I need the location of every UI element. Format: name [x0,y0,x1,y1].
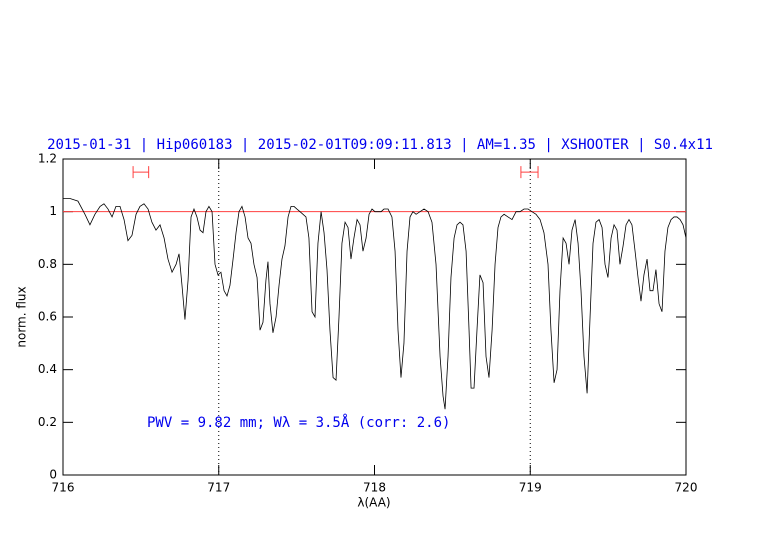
x-axis-label: λ(AA) [357,496,390,510]
x-tick-label: 716 [52,481,75,495]
y-axis-label: norm. flux [15,286,29,347]
y-tick-label: 1 [49,204,57,218]
y-tick-label: 0.6 [38,310,57,324]
interval-marker [520,166,539,179]
chart-title: 2015-01-31 | Hip060183 | 2015-02-01T09:0… [47,137,713,153]
x-tick-label: 720 [675,481,698,495]
y-tick-label: 1.2 [38,152,57,166]
annotation: PWV = 9.82 mm; Wλ = 3.5Å (corr: 2.6) [147,414,450,431]
y-tick-label: 0 [49,468,57,482]
x-tick-label: 718 [363,481,386,495]
x-tick-label: 717 [207,481,230,495]
interval-marker [132,166,150,179]
spectrum-line [63,198,687,410]
y-tick-label: 0.2 [38,415,57,429]
y-tick-label: 0.8 [38,257,57,271]
x-tick-label: 719 [519,481,542,495]
y-tick-label: 0.4 [38,362,57,376]
